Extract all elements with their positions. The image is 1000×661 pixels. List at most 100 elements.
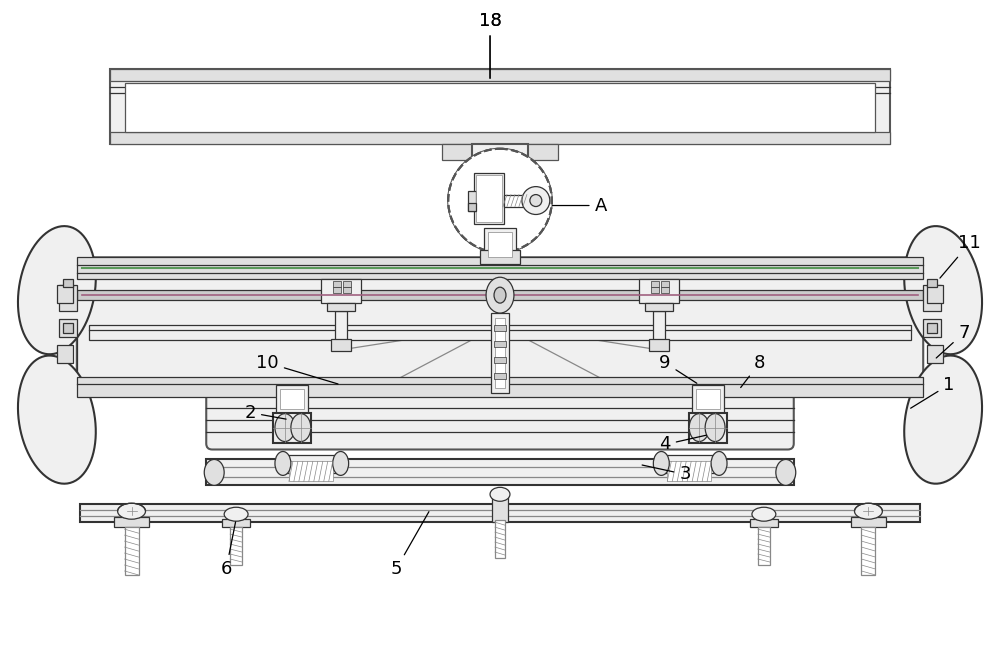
Polygon shape: [18, 226, 96, 354]
Ellipse shape: [776, 459, 796, 485]
Text: 5: 5: [390, 512, 429, 578]
Bar: [230, 527, 242, 565]
Bar: [89, 325, 911, 340]
Bar: [494, 357, 506, 363]
Text: 18: 18: [479, 13, 501, 78]
Bar: [927, 285, 943, 303]
Bar: [289, 461, 333, 481]
Bar: [491, 313, 509, 393]
Bar: [692, 385, 724, 412]
Text: 2: 2: [245, 404, 286, 422]
Bar: [321, 279, 361, 303]
Bar: [484, 229, 516, 263]
Text: 9: 9: [659, 354, 697, 383]
Bar: [273, 412, 311, 442]
Bar: [110, 132, 890, 144]
Bar: [689, 412, 727, 442]
Text: 3: 3: [642, 465, 691, 483]
Bar: [923, 319, 941, 337]
Bar: [468, 190, 476, 210]
Bar: [442, 144, 474, 160]
Bar: [335, 311, 347, 341]
Text: A: A: [553, 196, 607, 215]
Bar: [125, 83, 875, 132]
Bar: [861, 527, 875, 575]
Ellipse shape: [855, 503, 882, 519]
Bar: [651, 281, 659, 287]
Ellipse shape: [689, 414, 709, 442]
Bar: [110, 69, 890, 81]
Bar: [222, 519, 250, 527]
Bar: [649, 339, 669, 351]
Ellipse shape: [522, 186, 550, 214]
Ellipse shape: [653, 451, 669, 475]
Text: 10: 10: [256, 354, 338, 384]
FancyBboxPatch shape: [77, 257, 923, 397]
Text: 8: 8: [741, 354, 765, 387]
Bar: [645, 303, 673, 311]
Ellipse shape: [705, 414, 725, 442]
Bar: [57, 285, 73, 303]
Bar: [696, 389, 720, 408]
Bar: [480, 251, 520, 264]
Bar: [651, 287, 659, 293]
Bar: [851, 517, 886, 527]
Bar: [77, 257, 923, 279]
Circle shape: [448, 149, 552, 253]
Bar: [927, 279, 937, 287]
Bar: [77, 290, 923, 300]
Bar: [495, 520, 505, 558]
Bar: [526, 144, 558, 160]
Bar: [474, 173, 504, 225]
Ellipse shape: [333, 451, 349, 475]
Polygon shape: [18, 356, 96, 484]
Text: 11: 11: [940, 235, 981, 278]
Bar: [343, 287, 351, 293]
Bar: [758, 527, 770, 565]
Bar: [468, 202, 476, 210]
Ellipse shape: [490, 487, 510, 501]
Bar: [327, 303, 355, 311]
Text: 4: 4: [659, 435, 706, 453]
Ellipse shape: [711, 451, 727, 475]
Bar: [206, 459, 794, 485]
Bar: [492, 496, 508, 522]
Bar: [63, 279, 73, 287]
Bar: [504, 194, 532, 206]
Bar: [661, 281, 669, 287]
Bar: [488, 233, 512, 257]
Ellipse shape: [291, 414, 311, 442]
Ellipse shape: [275, 414, 295, 442]
Bar: [110, 69, 890, 144]
Bar: [125, 527, 139, 575]
Ellipse shape: [275, 451, 291, 475]
Text: 18: 18: [479, 13, 501, 78]
Ellipse shape: [530, 194, 542, 206]
Bar: [494, 325, 506, 331]
Ellipse shape: [752, 507, 776, 521]
Bar: [333, 281, 341, 287]
Text: 6: 6: [220, 522, 236, 578]
Bar: [80, 504, 920, 522]
Ellipse shape: [448, 149, 552, 253]
Bar: [494, 341, 506, 347]
Ellipse shape: [224, 507, 248, 521]
Ellipse shape: [494, 287, 506, 303]
Polygon shape: [904, 356, 982, 484]
Bar: [494, 373, 506, 379]
Ellipse shape: [118, 503, 145, 519]
Bar: [57, 345, 73, 363]
Bar: [331, 339, 351, 351]
Bar: [333, 287, 341, 293]
Bar: [653, 311, 665, 341]
FancyBboxPatch shape: [206, 390, 794, 449]
Bar: [343, 281, 351, 287]
Bar: [927, 323, 937, 333]
Bar: [923, 285, 941, 311]
Bar: [476, 175, 502, 223]
Polygon shape: [904, 226, 982, 354]
Bar: [667, 461, 711, 481]
Bar: [639, 279, 679, 303]
Bar: [659, 455, 721, 473]
Ellipse shape: [204, 459, 224, 485]
